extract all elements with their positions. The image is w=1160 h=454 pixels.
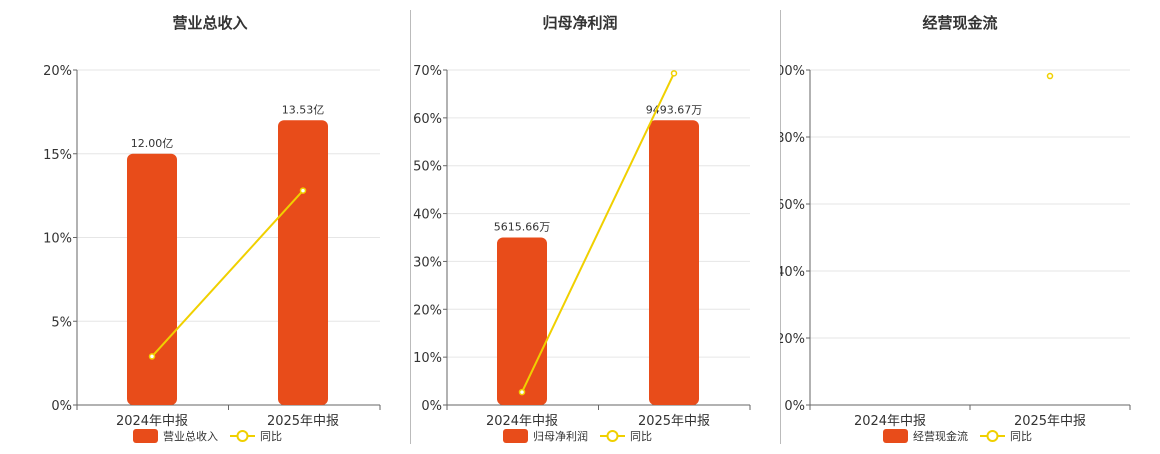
- y-tick-label: 10%: [43, 232, 72, 247]
- y-tick-label: 10%: [413, 351, 442, 366]
- yoy-point: [1046, 72, 1054, 80]
- panel-divider-1: [410, 10, 411, 444]
- legend-line-marker: [986, 430, 999, 442]
- y-tick-label: 15%: [43, 148, 72, 163]
- legend-bar-swatch: [503, 429, 528, 443]
- chart-title: 营业总收入: [172, 14, 247, 32]
- y-tick-label: 60%: [413, 112, 442, 127]
- bar-data-label: 13.53亿: [282, 103, 325, 116]
- chart-panel-revenue: 营业总收入 0% 5% 10% 15% 20% 2024年中报 2025年中报 12.00亿 13…: [0, 0, 410, 450]
- legend-bar-swatch: [133, 429, 158, 443]
- bar: [278, 120, 328, 405]
- chart-panel-cash-flow: 经营现金流0%20%40%60%80%100%2024年中报2025年中报经营现…: [768, 0, 1160, 450]
- yoy-point: [670, 70, 678, 77]
- x-category-label: 2024年中报: [486, 414, 558, 429]
- y-tick-label: 100%: [780, 64, 805, 79]
- y-tick-label: 50%: [413, 160, 442, 175]
- chart-cash-flow: 经营现金流0%20%40%60%80%100%2024年中报2025年中报经营现…: [768, 14, 1131, 443]
- y-tick-label: 0%: [51, 399, 72, 414]
- panel-divider-2: [780, 10, 781, 444]
- y-tick-label: 5%: [51, 315, 72, 330]
- bar-data-label: 12.00亿: [131, 137, 174, 150]
- y-tick-label: 0%: [784, 399, 805, 414]
- legend-line-label: 同比: [1010, 430, 1032, 443]
- y-tick-label: 80%: [780, 131, 805, 146]
- y-tick-label: 20%: [780, 332, 805, 347]
- yoy-point: [299, 187, 307, 194]
- y-tick-label: 20%: [413, 303, 442, 318]
- y-tick-label: 30%: [413, 255, 442, 270]
- bar: [497, 237, 547, 405]
- x-category-label: 2025年中报: [267, 414, 339, 429]
- bar: [127, 153, 177, 405]
- chart-title: 归母净利润: [542, 14, 617, 32]
- chart-title: 经营现金流: [922, 14, 997, 32]
- yoy-point: [148, 353, 156, 360]
- x-category-label: 2025年中报: [638, 414, 710, 429]
- yoy-line: [151, 189, 304, 358]
- legend-line-label: 同比: [630, 430, 652, 443]
- y-tick-label: 70%: [413, 64, 442, 79]
- yoy-point: [518, 388, 526, 396]
- x-category-label: 2025年中报: [1014, 414, 1086, 429]
- y-tick-label: 40%: [780, 265, 805, 280]
- legend-bar-label: 经营现金流: [913, 429, 968, 443]
- legend-line-label: 同比: [260, 430, 282, 443]
- bar: [649, 120, 699, 405]
- y-tick-label: 0%: [421, 399, 442, 414]
- chart-revenue: 营业总收入 0% 5% 10% 15% 20% 2024年中报 2025年中报 12.00亿 13…: [43, 14, 381, 443]
- bar-data-label: 5615.66万: [494, 221, 551, 234]
- legend-bar-label: 归母净利润: [533, 429, 588, 443]
- x-category-label: 2024年中报: [116, 414, 188, 429]
- x-category-label: 2024年中报: [854, 414, 926, 429]
- legend-line-marker: [606, 430, 619, 442]
- y-tick-label: 40%: [413, 208, 442, 223]
- legend-bar-swatch: [883, 429, 908, 443]
- chart-net-profit: 归母净利润 0% 10% 20% 30% 40% 50% 60% 70% 2024年中报 2025年…: [413, 14, 751, 443]
- yoy-line: [521, 72, 675, 393]
- bar-data-label: 9493.67万: [646, 103, 703, 116]
- legend-bar-label: 营业总收入: [163, 429, 218, 443]
- legend-line-marker: [236, 430, 249, 442]
- y-tick-label: 60%: [780, 198, 805, 213]
- y-tick-label: 20%: [43, 64, 72, 79]
- chart-panel-net-profit: 归母净利润 0% 10% 20% 30% 40% 50% 60% 70% 2024年中报 2025年…: [410, 0, 780, 450]
